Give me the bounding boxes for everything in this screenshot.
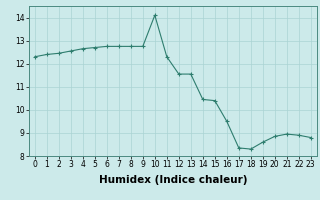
X-axis label: Humidex (Indice chaleur): Humidex (Indice chaleur) (99, 175, 247, 185)
